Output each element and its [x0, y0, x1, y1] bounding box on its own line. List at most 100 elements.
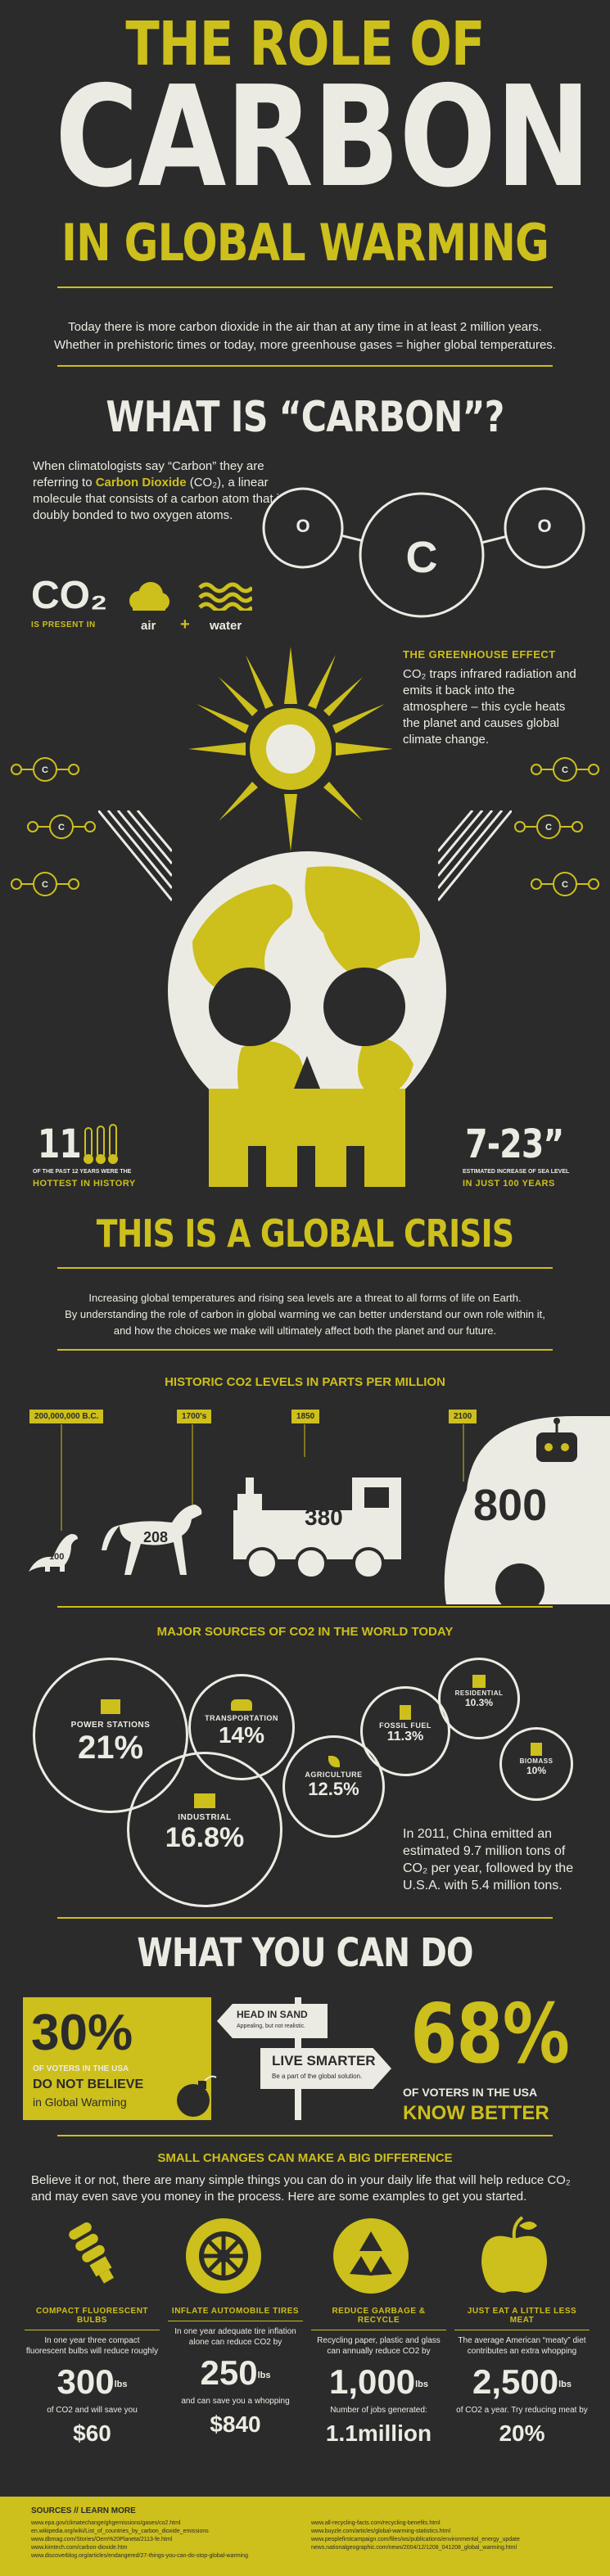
- hottest-sub: OF THE PAST 12 YEARS WERE THE: [33, 1169, 132, 1175]
- water-waves-icon: [198, 582, 252, 611]
- cloud-icon: [129, 582, 169, 611]
- trash-can-icon: [531, 1743, 542, 1756]
- source-link[interactable]: www.buyzle.com/articles/global-warming-s…: [311, 2529, 450, 2534]
- svg-text:C: C: [58, 823, 65, 832]
- svg-text:C: C: [562, 880, 568, 890]
- crisis-text-3: and how the choices we make will ultimat…: [113, 1324, 497, 1337]
- house-icon: [472, 1675, 486, 1688]
- tip-number: 250: [200, 2353, 258, 2392]
- value-800: 800: [473, 1481, 548, 1530]
- tip-number: 300: [56, 2362, 115, 2401]
- source-link[interactable]: www.dbmag.com/Stories/Oem%20Planeta/2113…: [31, 2537, 173, 2542]
- atom-o-left: O: [296, 516, 310, 536]
- sea-level-number: 7-23”: [465, 1121, 564, 1167]
- tip-big-value: $60: [73, 2420, 111, 2446]
- voters-68-number: 68%: [410, 1986, 570, 2082]
- source-label: RESIDENTIAL: [454, 1690, 504, 1697]
- source-link[interactable]: www.peoplefirstcampaign.com/files/ws/pub…: [311, 2537, 520, 2542]
- source-label: FOSSIL FUEL: [379, 1721, 432, 1730]
- value-380: 380: [305, 1505, 343, 1530]
- sign-head-in-sand: HEAD IN SAND Appealing, but not realisti…: [217, 2004, 328, 2038]
- crisis-text-1: Increasing global temperatures and risin…: [88, 1292, 522, 1304]
- tip-mid-text: and can save you a whopping: [181, 2396, 290, 2406]
- era-tag-1700s: 1700's: [177, 1410, 212, 1423]
- source-link[interactable]: news.nationalgeographic.com/news/2004/12…: [311, 2545, 517, 2551]
- era-tag-1850: 1850: [291, 1410, 320, 1423]
- hottest-label: HOTTEST IN HISTORY: [33, 1179, 136, 1189]
- dinosaur-icon: [29, 1534, 78, 1572]
- source-value: 11.3%: [386, 1730, 424, 1744]
- sign-live-smarter: LIVE SMARTER Be a part of the global sol…: [260, 2048, 391, 2089]
- source-circle-residential: RESIDENTIAL 10.3%: [438, 1658, 520, 1739]
- sign1-title: HEAD IN SAND: [237, 2009, 308, 2020]
- title-line-1: THE ROLE OF: [125, 9, 485, 79]
- greenhouse-title: THE GREENHOUSE EFFECT: [403, 648, 556, 661]
- factory-icon: [101, 1699, 120, 1714]
- sign2-sub: Be a part of the global solution.: [272, 2073, 363, 2080]
- source-circle-transportation: TRANSPORTATION 14%: [188, 1674, 295, 1780]
- source-link[interactable]: www.kimtech.com/carbon-dioxide.htm: [31, 2545, 128, 2551]
- plus-sign: +: [180, 616, 190, 634]
- tip-text: In one year three compact fluorescent bu…: [25, 2336, 159, 2356]
- tip-column: COMPACT FLUORESCENT BULBS In one year thr…: [25, 2307, 160, 2447]
- tip-big-value: 20%: [499, 2420, 545, 2446]
- robot-car-icon: [444, 1416, 610, 1604]
- tip-column: JUST EAT A LITTLE LESS MEAT The average A…: [454, 2307, 590, 2447]
- plant-icon: [328, 1756, 340, 1767]
- crisis-text-2: By understanding the role of carbon in g…: [65, 1308, 545, 1320]
- atom-c: C: [405, 533, 438, 582]
- title-line-2: CARBON: [55, 56, 591, 219]
- tip-title: JUST EAT A LITTLE LESS MEAT: [467, 2307, 577, 2325]
- source-link[interactable]: www.epa.gov/climatechange/ghgemissions/g…: [31, 2520, 181, 2526]
- hottest-number: 11: [37, 1121, 82, 1167]
- title-line-3: IN GLOBAL WARMING: [61, 213, 549, 273]
- tip-title: INFLATE AUTOMOBILE TIRES: [171, 2307, 300, 2316]
- divider: [57, 1606, 553, 1608]
- definition-post: (CO₂), a linear molecule that consists o…: [33, 476, 286, 522]
- source-circle-biomass: BIOMASS 10%: [499, 1727, 573, 1801]
- co2-symbol: CO₂: [31, 574, 108, 617]
- voters-30-number: 30%: [31, 2005, 133, 2061]
- voters-68-sub: OF VOTERS IN THE USA: [403, 2086, 538, 2099]
- greenhouse-text: CO₂ traps infrared radiation and emits i…: [403, 667, 576, 747]
- fuel-pump-icon: [400, 1705, 411, 1720]
- tip-unit: lbs: [415, 2379, 428, 2389]
- horse-icon: [102, 1505, 202, 1575]
- divider: [57, 1349, 553, 1351]
- air-label: air: [141, 619, 156, 633]
- tip-big-value: $840: [210, 2411, 261, 2437]
- definition-pre: When climatologists say “Carbon” they ar…: [33, 459, 264, 489]
- tip-title: REDUCE GARBAGE & RECYCLE: [332, 2307, 426, 2325]
- co2-molecule-icon: [262, 487, 585, 618]
- voters-68-highlight: KNOW BETTER: [403, 2102, 549, 2124]
- source-label: BIOMASS: [519, 1757, 554, 1765]
- source-label: TRANSPORTATION: [205, 1714, 278, 1722]
- source-link[interactable]: www.all-recycling-facts.com/recycling-be…: [311, 2520, 441, 2526]
- present-in-label: IS PRESENT IN: [31, 620, 96, 629]
- source-link[interactable]: en.wikipedia.org/wiki/List_of_countries_…: [31, 2529, 209, 2534]
- sun-icon: [188, 647, 393, 851]
- source-link[interactable]: www.discoverblog.org/articles/endangered…: [31, 2553, 248, 2559]
- tip-text: In one year adequate tire inflation alon…: [174, 2327, 296, 2347]
- divider: [57, 1917, 553, 1919]
- apple-icon: [481, 2216, 547, 2293]
- era-tag-prehistoric: 200,000,000 B.C.: [29, 1410, 104, 1423]
- value-100: 100: [49, 1552, 65, 1562]
- value-208: 208: [143, 1529, 169, 1545]
- small-changes-intro: Believe it or not, there are many simple…: [31, 2173, 571, 2204]
- source-label: INDUSTRIAL: [178, 1813, 232, 1822]
- light-bulb-icon: [69, 2222, 115, 2284]
- tip-unit: lbs: [114, 2379, 128, 2389]
- tip-text: The average American “meaty” diet contri…: [458, 2336, 586, 2356]
- sea-level-sub: ESTIMATED INCREASE OF SEA LEVEL: [463, 1169, 570, 1175]
- china-text: In 2011, China emitted an estimated 9.7 …: [403, 1827, 574, 1893]
- tip-unit: lbs: [558, 2379, 572, 2389]
- small-molecules-right-icon: C C C: [514, 757, 599, 896]
- sign2-title: LIVE SMARTER: [272, 2053, 376, 2068]
- tip-mid-text: of CO2 a year. Try reducing meat by: [456, 2405, 588, 2415]
- source-circle-power: POWER STATIONS 21%: [33, 1658, 188, 1813]
- voters-30-highlight: DO NOT BELIEVE: [33, 2077, 144, 2091]
- source-value: 21%: [77, 1730, 144, 1766]
- small-changes-title: SMALL CHANGES CAN MAKE A BIG DIFFERENCE: [157, 2151, 453, 2165]
- tip-number: 2,500: [472, 2362, 559, 2401]
